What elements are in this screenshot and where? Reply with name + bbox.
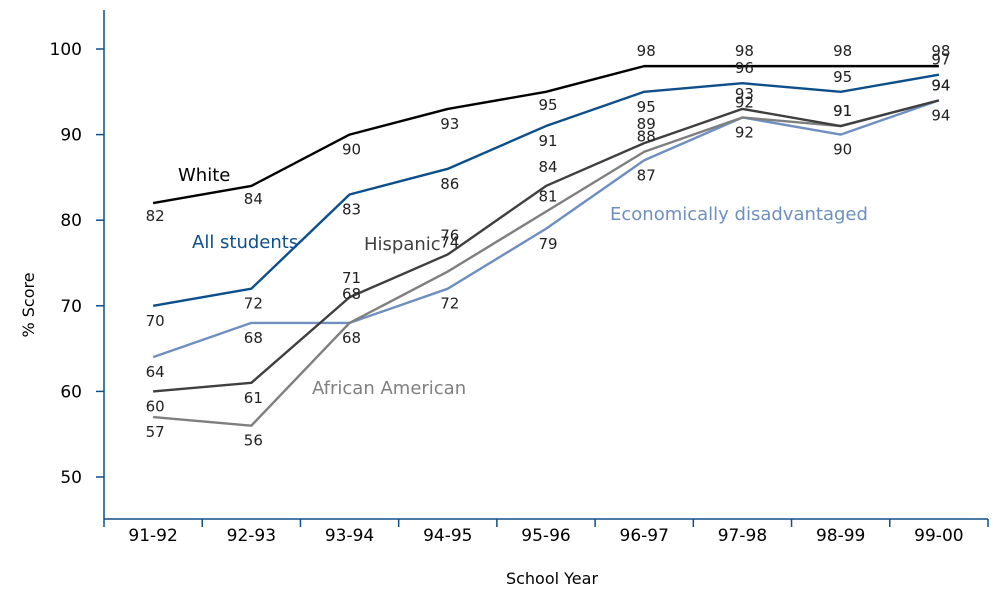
x-tick-label: 99-00: [914, 526, 963, 546]
x-tick-label: 95-96: [521, 526, 570, 546]
x-axis-title: School Year: [506, 569, 599, 588]
data-label: 56: [244, 432, 263, 450]
x-tick-label: 94-95: [423, 526, 472, 546]
series-line-0: [152, 64, 939, 205]
series-name-label: All students: [192, 232, 298, 253]
data-label: 91: [538, 132, 557, 150]
data-label: 72: [244, 295, 263, 313]
data-label: 61: [244, 389, 263, 407]
series-line-1: [152, 73, 940, 307]
x-tick-label: 98-99: [816, 526, 865, 546]
data-label: 93: [735, 85, 754, 103]
series-name-label: Hispanic: [364, 234, 441, 255]
series-line-2: [153, 99, 940, 393]
y-tick-label: 90: [60, 126, 82, 146]
data-label: 89: [637, 115, 656, 133]
data-label: 93: [440, 115, 459, 133]
data-label: 79: [538, 235, 557, 253]
y-tick-label: 50: [60, 468, 82, 488]
data-label: 82: [146, 207, 165, 225]
data-label: 95: [637, 98, 656, 116]
data-label: 76: [440, 226, 459, 244]
series-names: White All students Hispanic African America…: [178, 165, 868, 399]
data-label: 64: [146, 363, 165, 381]
data-label: 88: [637, 128, 656, 146]
y-tick-label: 100: [50, 40, 82, 60]
data-label: 96: [735, 59, 754, 77]
x-tick-label: 92-93: [227, 526, 276, 546]
data-label: 57: [146, 423, 165, 441]
y-tick-label: 80: [60, 211, 82, 231]
data-label: 81: [538, 188, 557, 206]
x-tick-label: 96-97: [620, 526, 669, 546]
data-label: 91: [833, 102, 852, 120]
data-label: 95: [833, 68, 852, 86]
data-label: 86: [440, 175, 459, 193]
data-label: 68: [244, 329, 263, 347]
x-tick-label: 93-94: [325, 526, 374, 546]
data-label: 92: [735, 93, 754, 111]
y-tick-label: 60: [60, 382, 82, 402]
data-label: 72: [440, 295, 459, 313]
data-labels: 82 84 90 93 95 98 98 98 98 70 72 83 86 91 95 96 95 97 60 61…: [146, 42, 951, 450]
data-label: 90: [342, 141, 361, 159]
data-label: 74: [440, 234, 459, 252]
data-label: 68: [342, 329, 361, 347]
series-lines: [152, 64, 940, 427]
y-axis-title: % Score: [19, 272, 38, 337]
y-tick-label: 70: [60, 297, 82, 317]
data-label: 71: [342, 269, 361, 287]
x-tick-label: 91-92: [128, 526, 177, 546]
data-label: 97: [931, 51, 950, 69]
data-label: 68: [342, 285, 361, 303]
data-label: 94: [931, 106, 950, 124]
chart-axes: 50 60 70 80 90 100 91-92 92-93 93-94 94-95 95-96 96…: [50, 10, 989, 546]
series-name-label: African American: [312, 378, 466, 399]
data-label: 94: [931, 76, 950, 94]
data-label: 98: [735, 42, 754, 60]
data-label: 98: [637, 42, 656, 60]
x-tick-label: 97-98: [718, 526, 767, 546]
series-line-4: [152, 99, 940, 359]
data-label: 98: [931, 42, 950, 60]
series-line-3: [153, 99, 940, 427]
data-label: 70: [146, 312, 165, 330]
data-label: 95: [538, 96, 557, 114]
data-label: 83: [342, 201, 361, 219]
data-label: 98: [833, 42, 852, 60]
data-label: 60: [146, 397, 165, 415]
data-label: 90: [833, 141, 852, 159]
data-label: 84: [244, 190, 263, 208]
data-label: 91: [833, 102, 852, 120]
series-name-label: White: [178, 165, 230, 186]
data-label: 87: [637, 166, 656, 184]
data-label: 84: [538, 158, 557, 176]
data-label: 92: [735, 123, 754, 141]
series-name-label: Economically disadvantaged: [610, 204, 868, 225]
data-label: 94: [931, 76, 950, 94]
